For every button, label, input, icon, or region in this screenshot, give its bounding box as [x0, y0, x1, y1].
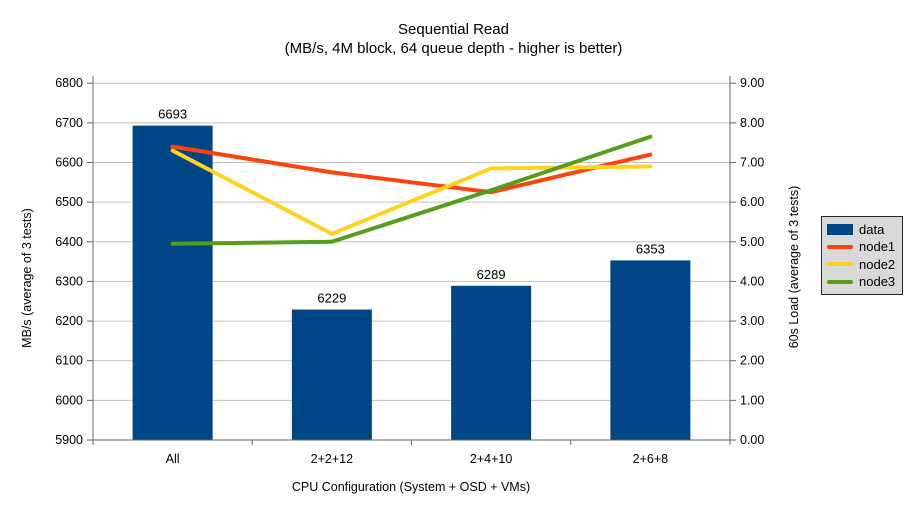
bar-value-label: 6289: [477, 267, 506, 282]
legend-swatch-node2: [827, 262, 853, 267]
legend-swatch-node1: [827, 244, 853, 249]
left-tick-label: 6100: [55, 354, 83, 368]
line-node1: [170, 144, 653, 195]
chart-title-block: Sequential Read (MB/s, 4M block, 64 queu…: [0, 20, 907, 58]
legend: data node1 node2 node3: [821, 216, 903, 295]
left-tick-label: 6500: [55, 195, 83, 209]
right-tick-label: 6.00: [740, 195, 764, 209]
right-tick-label: 0.00: [740, 433, 764, 447]
legend-label: node1: [859, 239, 896, 255]
line-node2: [170, 148, 653, 236]
legend-item-node1: node1: [827, 239, 897, 254]
legend-swatch-node3: [827, 279, 853, 284]
left-axis-title: MB/s (average of 3 tests): [20, 208, 34, 348]
chart-subtitle: (MB/s, 4M block, 64 queue depth - higher…: [284, 40, 623, 57]
right-tick-label: 8.00: [740, 116, 764, 130]
right-tick-label: 3.00: [740, 314, 764, 328]
bar-All: [132, 125, 213, 440]
chart-title: Sequential Read: [398, 21, 509, 38]
bar-value-label: 6693: [158, 107, 187, 122]
legend-item-data: data: [827, 222, 897, 237]
category-label: 2+2+12: [311, 452, 353, 466]
bar-value-label: 6353: [636, 241, 665, 256]
bar-2+2+12: [291, 309, 372, 440]
bar-value-label: 6229: [317, 291, 346, 306]
right-tick-label: 4.00: [740, 274, 764, 288]
category-label: 2+6+8: [633, 452, 669, 466]
left-tick-label: 6400: [55, 235, 83, 249]
right-tick-label: 7.00: [740, 155, 764, 169]
left-tick-label: 6300: [55, 274, 83, 288]
category-label: All: [166, 452, 180, 466]
right-tick-label: 5.00: [740, 235, 764, 249]
category-label: 2+4+10: [470, 452, 512, 466]
bar-2+4+10: [451, 285, 532, 440]
right-tick-label: 9.00: [740, 76, 764, 90]
legend-swatch-data: [827, 223, 853, 235]
legend-item-node2: node2: [827, 257, 897, 272]
left-tick-label: 6600: [55, 155, 83, 169]
left-tick-label: 6700: [55, 116, 83, 130]
left-tick-label: 6200: [55, 314, 83, 328]
legend-label: node3: [859, 274, 896, 290]
legend-label: data: [859, 221, 885, 237]
left-tick-label: 6000: [55, 393, 83, 407]
legend-label: node2: [859, 256, 896, 272]
right-axis-title: 60s Load (average of 3 tests): [787, 185, 801, 349]
right-tick-label: 1.00: [740, 393, 764, 407]
legend-item-node3: node3: [827, 274, 897, 289]
left-tick-label: 6800: [55, 76, 83, 90]
bar-2+6+8: [610, 260, 691, 440]
right-tick-label: 2.00: [740, 354, 764, 368]
x-axis-title: CPU Configuration (System + OSD + VMs): [291, 480, 531, 494]
left-tick-label: 5900: [55, 433, 83, 447]
line-node3: [170, 134, 653, 246]
